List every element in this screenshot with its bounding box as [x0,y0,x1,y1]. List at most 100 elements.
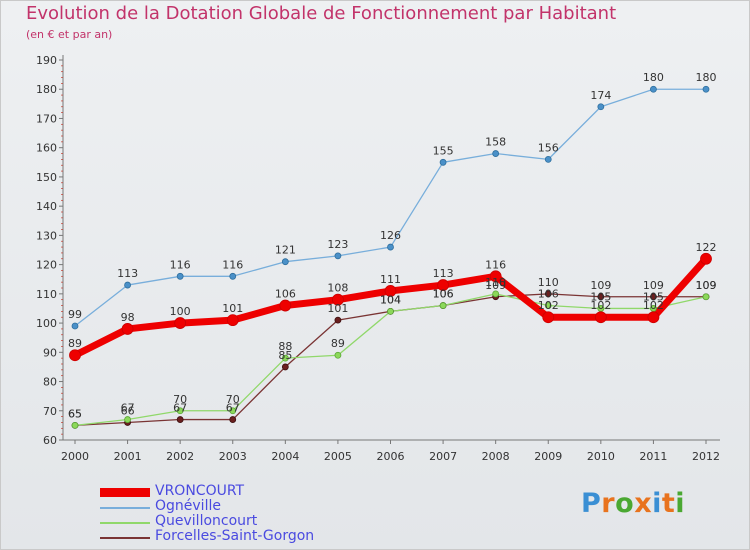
data-label-forcelles: 67 [226,402,240,415]
data-point-ogneville [387,243,394,251]
data-label-ogneville: 155 [433,144,454,157]
data-label-vroncourt: 122 [696,241,717,254]
data-label-quevilloncourt: 70 [226,393,240,406]
data-point-forcelles [544,290,552,298]
data-label-quevilloncourt: 106 [433,288,454,301]
legend-swatch-forcelles [100,537,150,539]
data-point-ogneville [71,322,79,330]
y-tick-label: 170 [36,112,57,125]
data-point-forcelles [229,416,237,423]
data-label-vroncourt: 102 [538,299,559,312]
data-point-quevilloncourt [124,416,131,423]
data-point-vroncourt [489,270,502,283]
chart-axes: 60 70 80 90 100 110 120 130 140 150 160 170 180 190 20… [36,54,720,463]
data-point-vroncourt [332,293,344,306]
data-point-ogneville [650,85,657,93]
data-label-ogneville: 113 [117,267,138,280]
data-point-forcelles [650,293,657,301]
data-label-quevilloncourt: 70 [173,393,187,406]
data-point-vroncourt [226,314,239,327]
data-label-vroncourt: 108 [327,282,348,295]
x-tick-label: 2006 [377,450,405,463]
y-tick-label: 60 [43,434,57,447]
data-point-vroncourt [121,323,134,335]
y-tick-label: 150 [36,171,57,184]
data-label-ogneville: 121 [275,244,296,257]
data-point-ogneville [439,158,447,166]
logo-letter: i [652,488,662,519]
data-label-vroncourt: 113 [433,267,454,280]
data-point-forcelles [597,293,605,301]
data-point-vroncourt [542,311,555,324]
data-point-vroncourt [647,311,660,324]
y-tick-label: 140 [36,200,57,213]
data-label-ogneville: 99 [68,308,82,321]
data-point-quevilloncourt [334,351,342,359]
data-label-quevilloncourt: 110 [485,276,506,289]
legend-label-vroncourt: VRONCOURT [155,483,245,499]
data-label-ogneville: 116 [222,258,243,271]
data-label-ogneville: 158 [485,136,506,149]
logo-letter: t [661,488,676,519]
chart-title: Evolution de la Dotation Globale de Fonc… [26,3,617,24]
x-tick-label: 2007 [429,450,457,463]
data-point-quevilloncourt [439,302,447,309]
legend-label-forcelles: Forcelles-Saint-Gorgon [155,528,315,544]
data-label-ogneville: 156 [538,141,559,154]
data-point-vroncourt [384,285,397,297]
data-label-forcelles: 104 [380,293,401,306]
data-label-ogneville: 180 [696,71,717,84]
data-point-vroncourt [69,349,81,362]
data-point-quevilloncourt [387,307,394,315]
data-label-vroncourt: 102 [590,299,611,312]
x-tick-label: 2001 [114,450,142,463]
data-point-ogneville [176,272,184,280]
data-point-vroncourt [594,311,607,324]
x-tick-label: 2004 [271,450,299,463]
x-tick-label: 2008 [482,450,510,463]
y-tick-label: 110 [36,288,57,301]
data-label-quevilloncourt: 105 [643,290,664,303]
data-point-forcelles [281,363,289,371]
legend-label-ogneville: Ognéville [155,498,221,514]
data-point-quevilloncourt [492,290,500,298]
data-point-forcelles [176,416,184,423]
y-tick-label: 190 [36,54,57,67]
logo-letter: i [675,488,686,519]
logo-letter: P [581,488,602,519]
y-tick-label: 130 [36,229,57,242]
series-points [69,85,712,429]
data-label-forcelles: 66 [121,404,135,417]
data-point-vroncourt [279,299,292,312]
data-point-ogneville [229,272,237,280]
data-label-quevilloncourt: 67 [121,402,135,415]
data-point-quevilloncourt [702,293,710,301]
data-point-vroncourt [700,252,712,265]
x-tick-label: 2009 [534,450,562,463]
data-label-forcelles: 106 [433,288,454,301]
data-label-quevilloncourt: 105 [590,290,611,303]
data-label-forcelles: 109 [643,279,664,292]
data-point-ogneville [124,281,131,289]
legend-swatch-ogneville [100,507,150,509]
data-label-quevilloncourt: 88 [278,340,292,353]
data-point-ogneville [492,150,500,157]
data-point-quevilloncourt [544,302,552,309]
data-label-vroncourt: 101 [222,302,243,315]
x-tick-label: 2010 [587,450,615,463]
legend-label-quevilloncourt: Quevilloncourt [155,513,258,529]
data-label-quevilloncourt: 89 [331,337,345,350]
data-point-ogneville [334,252,342,260]
x-tick-label: 2003 [219,450,247,463]
data-label-quevilloncourt: 106 [538,288,559,301]
y-tick-label: 100 [36,317,57,330]
data-label-forcelles: 65 [68,407,82,420]
y-tick-label: 180 [36,83,57,96]
series-lines [71,88,710,427]
data-label-quevilloncourt: 109 [696,279,717,292]
data-point-forcelles [334,316,342,324]
data-point-quevilloncourt [176,407,184,415]
x-tick-label: 2000 [61,450,89,463]
data-point-quevilloncourt [71,421,79,429]
